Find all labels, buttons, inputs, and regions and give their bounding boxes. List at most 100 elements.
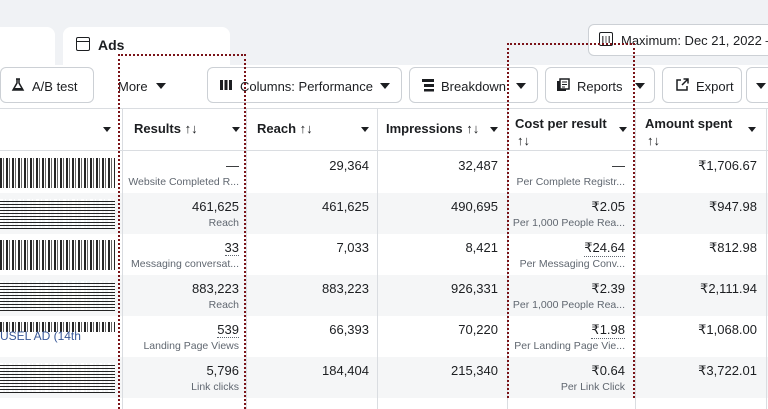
export-dropdown-button[interactable]	[746, 67, 768, 103]
table-header: Results ↑↓ Reach ↑↓ Impressions ↑↓ Cost …	[0, 109, 768, 151]
results-value: —	[226, 158, 239, 173]
columns-button[interactable]: Columns: Performance	[207, 67, 402, 103]
results-value: 461,625	[192, 199, 239, 214]
amount-spent-value: ₹3,722.01	[698, 363, 757, 378]
more-button[interactable]: More	[108, 67, 196, 103]
cost-per-result-value: —	[612, 158, 625, 173]
impressions-value: 215,340	[451, 363, 498, 378]
chevron-down-icon	[635, 83, 645, 89]
cost-per-result-type: Per Messaging Conv...	[519, 258, 625, 270]
table-row[interactable]: 33 Messaging conversat... 7,033 8,421 ₹24.64…	[0, 234, 768, 275]
results-value: 5,796	[206, 363, 239, 378]
amount-spent-value: ₹2,111.94	[700, 281, 757, 296]
reach-value: 7,033	[336, 240, 369, 255]
column-header-impressions[interactable]: Impressions ↑↓	[377, 109, 507, 151]
chevron-down-icon	[619, 127, 627, 132]
chevron-down-icon	[490, 127, 498, 132]
amount-spent-value: ₹947.98	[708, 199, 757, 214]
ad-name-redacted	[0, 281, 115, 311]
tab-ads[interactable]: Ads	[63, 27, 230, 65]
cost-per-result-value: ₹1.98	[591, 322, 625, 339]
export-button[interactable]: Export	[662, 67, 742, 103]
chevron-down-icon	[516, 83, 526, 89]
results-type: Reach	[208, 217, 239, 229]
impressions-value: 8,421	[465, 240, 498, 255]
ab-test-button[interactable]: A/B test	[0, 67, 94, 103]
results-type: Link clicks	[191, 381, 239, 393]
ad-name-redacted	[0, 363, 115, 393]
reach-header-label: Reach ↑↓	[257, 121, 313, 136]
column-divider	[377, 109, 378, 409]
impressions-header-label: Impressions ↑↓	[386, 121, 480, 136]
impressions-value: 32,487	[458, 158, 498, 173]
date-range-label: Maximum: Dec 21, 2022 –	[621, 33, 768, 48]
column-divider	[507, 109, 508, 409]
reports-label: Reports	[577, 79, 623, 94]
tab-campaigns[interactable]	[0, 27, 55, 65]
chevron-down-icon	[232, 127, 240, 132]
column-divider	[122, 109, 123, 409]
column-divider	[246, 109, 247, 409]
columns-label: Columns: Performance	[240, 79, 373, 94]
results-value: 883,223	[192, 281, 239, 296]
spent-header-sort: ↑↓	[647, 133, 660, 148]
column-header-cost-per-result[interactable]: Cost per result ↑↓	[507, 109, 635, 151]
impressions-value: 926,331	[451, 281, 498, 296]
column-header-reach[interactable]: Reach ↑↓	[246, 109, 377, 151]
table-row[interactable]: 461,625 Reach 461,625 490,695 ₹2.05 Per 1,000…	[0, 193, 768, 234]
impressions-value: 70,220	[458, 322, 498, 337]
amount-spent-value: ₹1,068.00	[698, 322, 757, 337]
ad-name-link[interactable]: USEL AD (14th	[0, 329, 81, 343]
impressions-value: 490,695	[451, 199, 498, 214]
cost-per-result-type: Per Landing Page Vie...	[514, 340, 625, 352]
results-value: 33	[224, 240, 239, 256]
table-row[interactable]: USEL AD (14th 539 Landing Page Views 66,393…	[0, 316, 768, 357]
results-type: Reach	[208, 299, 239, 311]
flask-icon	[11, 78, 25, 91]
results-header-label: Results ↑↓	[134, 121, 198, 136]
export-icon	[676, 78, 689, 91]
amount-spent-value: ₹812.98	[708, 240, 757, 255]
table-row[interactable]: 883,223 Reach 883,223 926,331 ₹2.39 Per 1,000…	[0, 275, 768, 316]
table-row[interactable]: 5,796 Link clicks 184,404 215,340 ₹0.64 Per L…	[0, 357, 768, 398]
reach-value: 29,364	[329, 158, 369, 173]
tab-ads-label: Ads	[98, 37, 125, 53]
column-header-name[interactable]	[0, 109, 120, 151]
reach-value: 883,223	[322, 281, 369, 296]
spent-header-label: Amount spent	[645, 116, 733, 131]
results-value: 539	[217, 322, 239, 338]
reports-button[interactable]: Reports	[545, 67, 655, 103]
chevron-down-icon	[156, 83, 166, 89]
ad-name-redacted	[0, 158, 115, 188]
cost-per-result-value: ₹24.64	[584, 240, 625, 257]
cost-header-label: Cost per result	[515, 116, 607, 131]
ads-icon	[76, 37, 90, 51]
ad-name-redacted	[0, 240, 115, 270]
reach-value: 461,625	[322, 199, 369, 214]
reach-value: 66,393	[329, 322, 369, 337]
ab-test-label: A/B test	[32, 79, 78, 94]
date-range-button[interactable]: Maximum: Dec 21, 2022 –	[588, 24, 768, 56]
cost-per-result-type: Per Link Click	[560, 381, 625, 393]
chevron-down-icon	[103, 127, 111, 132]
ad-name-redacted	[0, 199, 115, 229]
amount-spent-value: ₹1,706.67	[698, 158, 757, 173]
cost-per-result-value: ₹0.64	[591, 363, 625, 378]
cost-per-result-value: ₹2.39	[591, 281, 625, 296]
more-label: More	[118, 79, 148, 94]
column-header-amount-spent[interactable]: Amount spent ↑↓	[635, 109, 768, 151]
cost-per-result-type: Per Complete Registr...	[516, 176, 625, 188]
column-divider	[635, 109, 636, 409]
table-row[interactable]: — Website Completed R... 29,364 32,487 — Per …	[0, 152, 768, 193]
columns-icon	[220, 80, 232, 90]
column-divider	[766, 109, 767, 409]
calendar-icon	[599, 32, 613, 46]
results-type: Landing Page Views	[143, 340, 239, 352]
column-header-results[interactable]: Results ↑↓	[123, 109, 246, 151]
ad-name-redacted	[0, 322, 115, 332]
export-label: Export	[696, 79, 734, 94]
breakdown-button[interactable]: Breakdown	[409, 67, 538, 103]
reach-value: 184,404	[322, 363, 369, 378]
reports-icon	[557, 78, 570, 91]
results-type: Messaging conversat...	[131, 258, 239, 270]
